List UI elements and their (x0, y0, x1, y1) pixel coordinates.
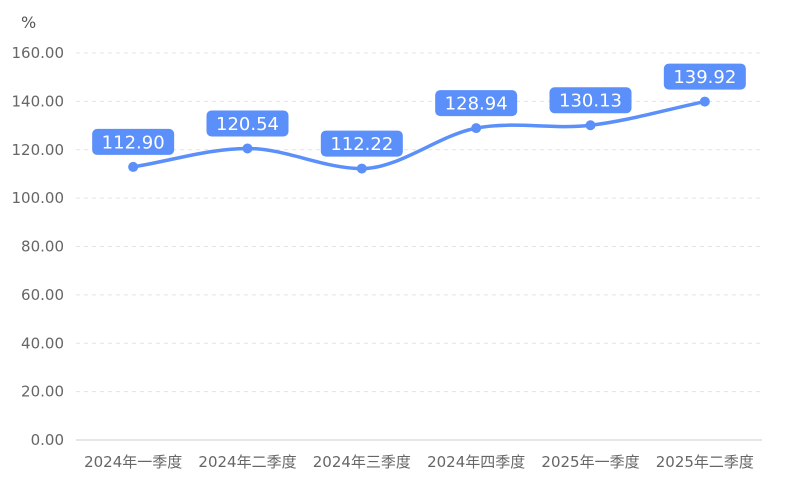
data-label-box (320, 130, 403, 157)
data-point (585, 120, 596, 131)
data-point (356, 163, 367, 174)
data-label-text: 112.90 (102, 132, 165, 153)
y-tick-label: 140.00 (12, 92, 65, 110)
data-label: 128.94 (435, 90, 518, 117)
data-point (128, 161, 139, 172)
data-label-text: 112.22 (330, 134, 393, 155)
x-tick-label: 2024年一季度 (84, 453, 182, 471)
data-label-box (663, 63, 746, 90)
data-point (699, 96, 710, 107)
y-axis-ticks: 0.00 20.00 40.00 60.00 80.00 100.00 120.00 140.… (12, 44, 65, 449)
data-label-text: 130.13 (559, 91, 622, 112)
y-tick-label: 160.00 (12, 44, 65, 62)
data-label: 112.90 (92, 128, 175, 155)
data-label: 139.92 (663, 63, 746, 90)
y-tick-label: 80.00 (21, 238, 64, 256)
y-axis-unit-label: % (21, 13, 36, 32)
data-label-box (206, 110, 289, 137)
data-label-text: 128.94 (445, 94, 508, 115)
y-tick-label: 120.00 (12, 141, 65, 159)
data-label-box (435, 90, 518, 117)
data-point (471, 123, 482, 134)
x-tick-label: 2024年四季度 (427, 453, 525, 471)
series-line (131, 99, 707, 171)
y-tick-label: 20.00 (21, 383, 64, 401)
y-tick-label: 60.00 (21, 286, 64, 304)
y-tick-label: 40.00 (21, 334, 64, 352)
x-tick-label: 2024年三季度 (313, 453, 411, 471)
data-label-text: 139.92 (673, 67, 736, 88)
data-label: 120.54 (206, 110, 289, 137)
grid-lines (76, 52, 762, 441)
x-tick-label: 2024年二季度 (198, 453, 296, 471)
data-label-box (549, 87, 632, 114)
y-tick-label: 100.00 (12, 189, 65, 207)
data-label: 112.22 (320, 130, 403, 157)
data-point (242, 143, 253, 154)
x-tick-label: 2025年一季度 (541, 453, 639, 471)
x-axis-ticks: 2024年一季度 2024年二季度 2024年三季度 2024年四季度 2025年一季度… (84, 453, 754, 471)
data-label: 130.13 (549, 87, 632, 114)
data-labels: 112.90 120.54 112.22 128.94 130.13 139.92 (92, 63, 746, 157)
data-label-text: 120.54 (216, 114, 279, 135)
data-label-box (92, 128, 175, 155)
x-tick-label: 2025年二季度 (656, 453, 754, 471)
y-tick-label: 0.00 (31, 431, 64, 449)
data-points (128, 96, 710, 174)
